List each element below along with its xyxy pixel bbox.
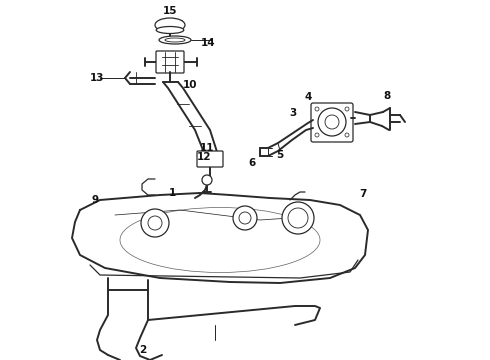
Text: 14: 14 [201,38,215,48]
Circle shape [345,133,349,137]
Text: 5: 5 [276,150,284,160]
Text: 12: 12 [197,152,211,162]
Circle shape [288,208,308,228]
Text: 7: 7 [359,189,367,199]
Text: 4: 4 [304,92,312,102]
Circle shape [318,108,346,136]
Ellipse shape [156,27,184,33]
FancyBboxPatch shape [156,51,184,73]
Ellipse shape [155,18,185,32]
Text: 1: 1 [169,188,175,198]
Circle shape [141,209,169,237]
Text: 6: 6 [248,158,256,168]
Circle shape [345,107,349,111]
Text: 9: 9 [92,195,98,205]
Circle shape [233,206,257,230]
Circle shape [202,175,212,185]
Circle shape [239,212,251,224]
Circle shape [315,107,319,111]
Ellipse shape [165,38,185,42]
Text: 11: 11 [200,143,214,153]
FancyBboxPatch shape [197,151,223,167]
Circle shape [325,115,339,129]
Text: 10: 10 [183,80,197,90]
Text: 13: 13 [90,73,104,83]
Polygon shape [72,193,368,283]
Ellipse shape [159,36,191,44]
FancyBboxPatch shape [311,103,353,142]
Circle shape [282,202,314,234]
Text: 8: 8 [383,91,391,101]
Text: 15: 15 [163,6,177,16]
Text: 2: 2 [139,345,147,355]
Circle shape [148,216,162,230]
Circle shape [315,133,319,137]
Text: 3: 3 [290,108,296,118]
